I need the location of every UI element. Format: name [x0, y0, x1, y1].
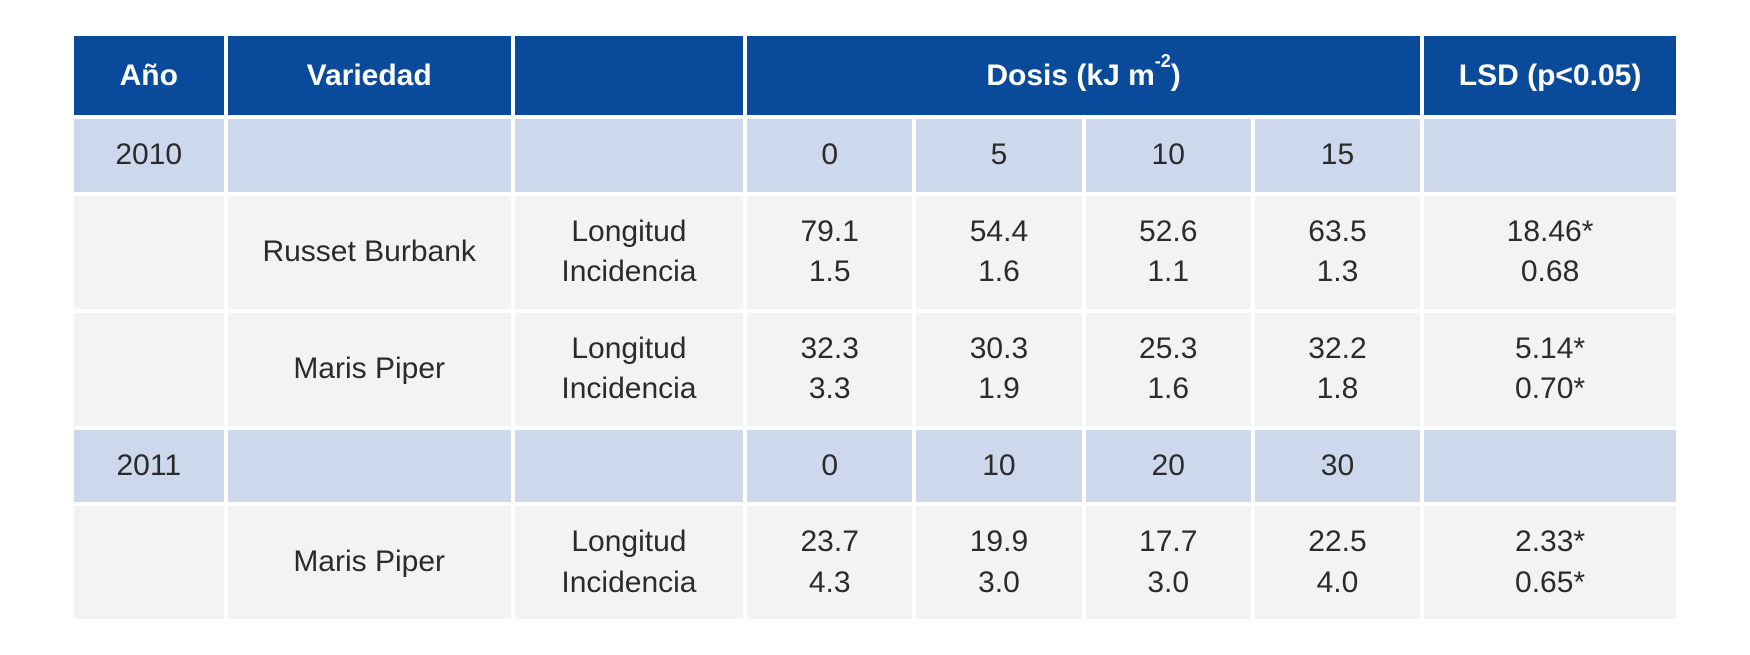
lsd-cell: 2.33*0.65* [1424, 506, 1676, 619]
year-row: 2011 0102030 [74, 430, 1676, 503]
dose-value-cell: 54.41.6 [916, 196, 1081, 309]
year-cell: 2011 [74, 430, 224, 503]
col-header-year: Año [74, 36, 224, 115]
dose-level-cell: 15 [1255, 119, 1420, 192]
empty-cell [228, 119, 511, 192]
variety-row: Maris PiperLongitudIncidencia23.74.319.9… [74, 506, 1676, 619]
variety-cell: Maris Piper [228, 313, 511, 426]
dose-value-cell: 17.73.0 [1086, 506, 1251, 619]
variety-row: Maris PiperLongitudIncidencia32.33.330.3… [74, 313, 1676, 426]
empty-cell [74, 506, 224, 619]
col-header-blank [515, 36, 743, 115]
empty-cell [515, 430, 743, 503]
table-header-row: Año Variedad Dosis (kJ m-2) LSD (p<0.05) [74, 36, 1676, 115]
dose-level-cell: 30 [1255, 430, 1420, 503]
empty-cell [228, 430, 511, 503]
empty-cell [1424, 119, 1676, 192]
year-cell: 2010 [74, 119, 224, 192]
dose-value-cell: 30.31.9 [916, 313, 1081, 426]
col-header-lsd: LSD (p<0.05) [1424, 36, 1676, 115]
year-row: 2010 051015 [74, 119, 1676, 192]
dose-level-cell: 0 [747, 119, 912, 192]
variety-row: Russet BurbankLongitudIncidencia79.11.55… [74, 196, 1676, 309]
empty-cell [74, 313, 224, 426]
table-body: 2010051015Russet BurbankLongitudIncidenc… [74, 119, 1676, 619]
dose-value-cell: 63.51.3 [1255, 196, 1420, 309]
dose-level-cell: 10 [1086, 119, 1251, 192]
dose-value-cell: 25.31.6 [1086, 313, 1251, 426]
empty-cell [515, 119, 743, 192]
dose-table: Año Variedad Dosis (kJ m-2) LSD (p<0.05)… [70, 32, 1680, 623]
empty-cell [74, 196, 224, 309]
empty-cell [1424, 430, 1676, 503]
measure-label-cell: LongitudIncidencia [515, 506, 743, 619]
col-header-variety: Variedad [228, 36, 511, 115]
dose-value-cell: 23.74.3 [747, 506, 912, 619]
col-header-dose: Dosis (kJ m-2) [747, 36, 1420, 115]
lsd-cell: 5.14*0.70* [1424, 313, 1676, 426]
variety-cell: Russet Burbank [228, 196, 511, 309]
measure-label-cell: LongitudIncidencia [515, 313, 743, 426]
dose-level-cell: 0 [747, 430, 912, 503]
measure-label-cell: LongitudIncidencia [515, 196, 743, 309]
dose-level-cell: 10 [916, 430, 1081, 503]
dose-level-cell: 5 [916, 119, 1081, 192]
lsd-cell: 18.46*0.68 [1424, 196, 1676, 309]
variety-cell: Maris Piper [228, 506, 511, 619]
dose-value-cell: 52.61.1 [1086, 196, 1251, 309]
dose-level-cell: 20 [1086, 430, 1251, 503]
dose-value-cell: 32.21.8 [1255, 313, 1420, 426]
dose-value-cell: 32.33.3 [747, 313, 912, 426]
dose-value-cell: 19.93.0 [916, 506, 1081, 619]
dose-value-cell: 22.54.0 [1255, 506, 1420, 619]
dose-value-cell: 79.11.5 [747, 196, 912, 309]
